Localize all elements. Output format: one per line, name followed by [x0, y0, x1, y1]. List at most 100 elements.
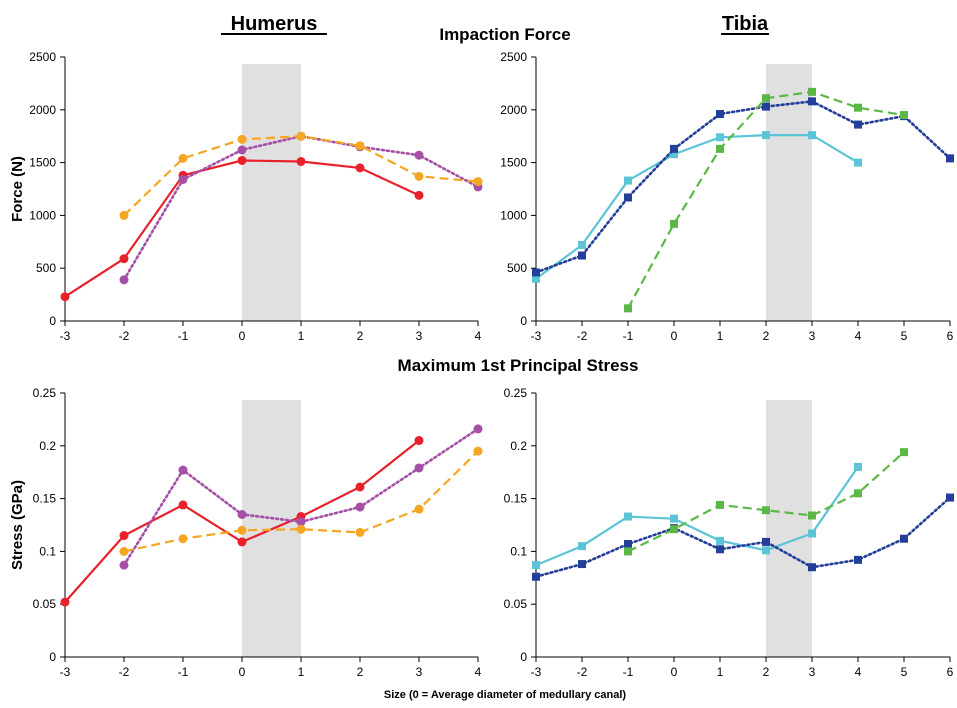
humerus-stress-y-tick-label: 0.25 — [33, 386, 57, 400]
tibia-force-x-tick-label: 4 — [855, 329, 862, 343]
tibia-navy-dotted-point — [716, 110, 724, 119]
humerus-red-solid-point — [414, 436, 424, 446]
tibia-navy-dotted-point — [624, 193, 632, 202]
humerus-purple-dotted-point — [178, 465, 188, 475]
tibia-green-dashed-point — [900, 448, 908, 457]
tibia-cyan-solid-point — [762, 131, 770, 140]
tibia-stress-y-tick-label: 0.1 — [510, 544, 527, 558]
humerus-stress-y-tick-label: 0.1 — [39, 544, 56, 558]
tibia-green-dashed-point — [670, 219, 678, 228]
humerus-orange-dashed-point — [355, 141, 365, 151]
tibia-navy-dotted-point — [808, 97, 816, 106]
humerus-purple-dotted-point — [237, 509, 247, 519]
tibia-heading: Tibia — [722, 13, 769, 35]
tibia-green-dashed-point — [762, 94, 770, 103]
force-section-title: Impaction Force — [439, 25, 570, 44]
tibia-stress-shaded-region — [766, 400, 812, 657]
tibia-cyan-solid-point — [578, 240, 586, 249]
tibia-navy-dotted-point — [854, 120, 862, 129]
tibia-cyan-solid-point — [854, 462, 862, 471]
humerus-orange-dashed-point — [473, 446, 483, 456]
tibia-cyan-solid-point — [578, 542, 586, 551]
humerus-force-x-tick-label: 0 — [239, 329, 246, 343]
tibia-navy-dotted-point — [946, 493, 954, 502]
humerus-force-x-tick-label: 1 — [298, 329, 305, 343]
tibia-stress-y-tick-label: 0.15 — [504, 492, 528, 506]
humerus-red-solid-point — [296, 157, 306, 167]
tibia-force-x-tick-label: -2 — [577, 329, 588, 343]
tibia-cyan-solid-point — [624, 176, 632, 185]
humerus-stress-x-tick-label: 4 — [475, 665, 482, 679]
tibia-stress-x-tick-label: -2 — [577, 665, 588, 679]
tibia-force-y-tick-label: 1500 — [500, 156, 527, 170]
humerus-stress-x-tick-label: -2 — [119, 665, 130, 679]
tibia-navy-dotted-point — [578, 251, 586, 260]
humerus-force-x-tick-label: 2 — [357, 329, 364, 343]
tibia-stress-x-tick-label: 6 — [947, 665, 954, 679]
humerus-stress-y-axis-label: Stress (GPa) — [9, 480, 26, 570]
tibia-force-x-tick-label: 3 — [809, 329, 816, 343]
humerus-force-x-tick-label: -3 — [60, 329, 71, 343]
humerus-force-y-tick-label: 1500 — [29, 156, 56, 170]
tibia-force-y-tick-label: 2500 — [500, 50, 527, 64]
tibia-stress-x-tick-label: 0 — [671, 665, 678, 679]
tibia-force-x-tick-label: 1 — [717, 329, 724, 343]
humerus-stress-x-tick-label: 3 — [416, 665, 423, 679]
tibia-navy-dotted-point — [716, 545, 724, 554]
tibia-green-dashed-point — [900, 111, 908, 120]
humerus-purple-dotted-point — [119, 275, 129, 285]
humerus-orange-dashed-point — [296, 131, 306, 141]
tibia-navy-dotted-point — [808, 563, 816, 572]
humerus-red-solid-point — [119, 531, 129, 541]
humerus-force-x-tick-label: -1 — [178, 329, 189, 343]
tibia-navy-dotted-point — [762, 537, 770, 546]
tibia-cyan-solid-line — [535, 466, 859, 567]
humerus-red-solid-point — [355, 163, 365, 173]
humerus-force-y-tick-label: 2500 — [29, 50, 56, 64]
humerus-orange-dashed-point — [414, 504, 424, 514]
tibia-navy-dotted-point — [578, 560, 586, 569]
humerus-purple-dotted-point — [296, 517, 306, 527]
tibia-green-dashed-point — [624, 304, 632, 313]
humerus-force-y-tick-label: 1000 — [29, 208, 56, 222]
tibia-force-y-tick-label: 2000 — [500, 103, 527, 117]
tibia-cyan-solid-point — [716, 133, 724, 142]
humerus-heading: Humerus — [231, 13, 318, 35]
tibia-green-dashed-point — [762, 506, 770, 515]
tibia-cyan-solid-point — [532, 561, 540, 570]
humerus-red-solid-point — [355, 482, 365, 492]
tibia-stress-x-tick-label: 4 — [855, 665, 862, 679]
tibia-stress-x-tick-label: 5 — [901, 665, 908, 679]
tibia-stress-x-tick-label: 3 — [809, 665, 816, 679]
humerus-orange-dashed-point — [237, 525, 247, 535]
tibia-stress-chart: 0 0.05 0.1 0.15 0.2 0.25 -3 -2 -1 0 1 2 3 4 5 6 — [504, 386, 954, 679]
humerus-force-x-tick-label: 3 — [416, 329, 423, 343]
tibia-cyan-solid-point — [670, 514, 678, 523]
humerus-red-solid-point — [414, 190, 424, 200]
humerus-purple-dotted-point — [119, 560, 129, 570]
tibia-navy-dotted-line — [534, 100, 952, 274]
tibia-stress-x-tick-label: -3 — [531, 665, 542, 679]
tibia-navy-dotted-line — [534, 496, 952, 579]
humerus-purple-dotted-point — [473, 424, 483, 434]
tibia-navy-dotted-point — [946, 154, 954, 163]
humerus-force-chart: 0 500 1000 1500 2000 2500 -3 -2 -1 0 1 2 3 4 Force (N) — [9, 50, 483, 343]
tibia-green-dashed-point — [854, 489, 862, 498]
tibia-cyan-solid-point — [532, 274, 540, 283]
humerus-stress-chart: 0 0.05 0.1 0.15 0.2 0.25 -3 -2 -1 0 1 2 3 4 Stress (GP… — [9, 386, 483, 679]
humerus-stress-y-tick-label: 0.15 — [33, 492, 57, 506]
humerus-purple-dotted-point — [414, 150, 424, 160]
tibia-green-dashed-point — [716, 500, 724, 509]
tibia-stress-y-tick-label: 0.25 — [504, 386, 528, 400]
tibia-force-x-tick-label: 2 — [763, 329, 770, 343]
humerus-force-y-tick-label: 2000 — [29, 103, 56, 117]
humerus-red-solid-point — [237, 155, 247, 165]
tibia-cyan-solid-point — [808, 131, 816, 140]
tibia-navy-dotted-point — [532, 268, 540, 277]
tibia-navy-dotted-point — [532, 572, 540, 581]
humerus-stress-y-tick-label: 0 — [49, 650, 56, 664]
humerus-stress-x-tick-label: 1 — [298, 665, 305, 679]
humerus-red-solid-point — [119, 254, 129, 264]
x-axis-label: Size (0 = Average diameter of medullary … — [384, 689, 627, 701]
